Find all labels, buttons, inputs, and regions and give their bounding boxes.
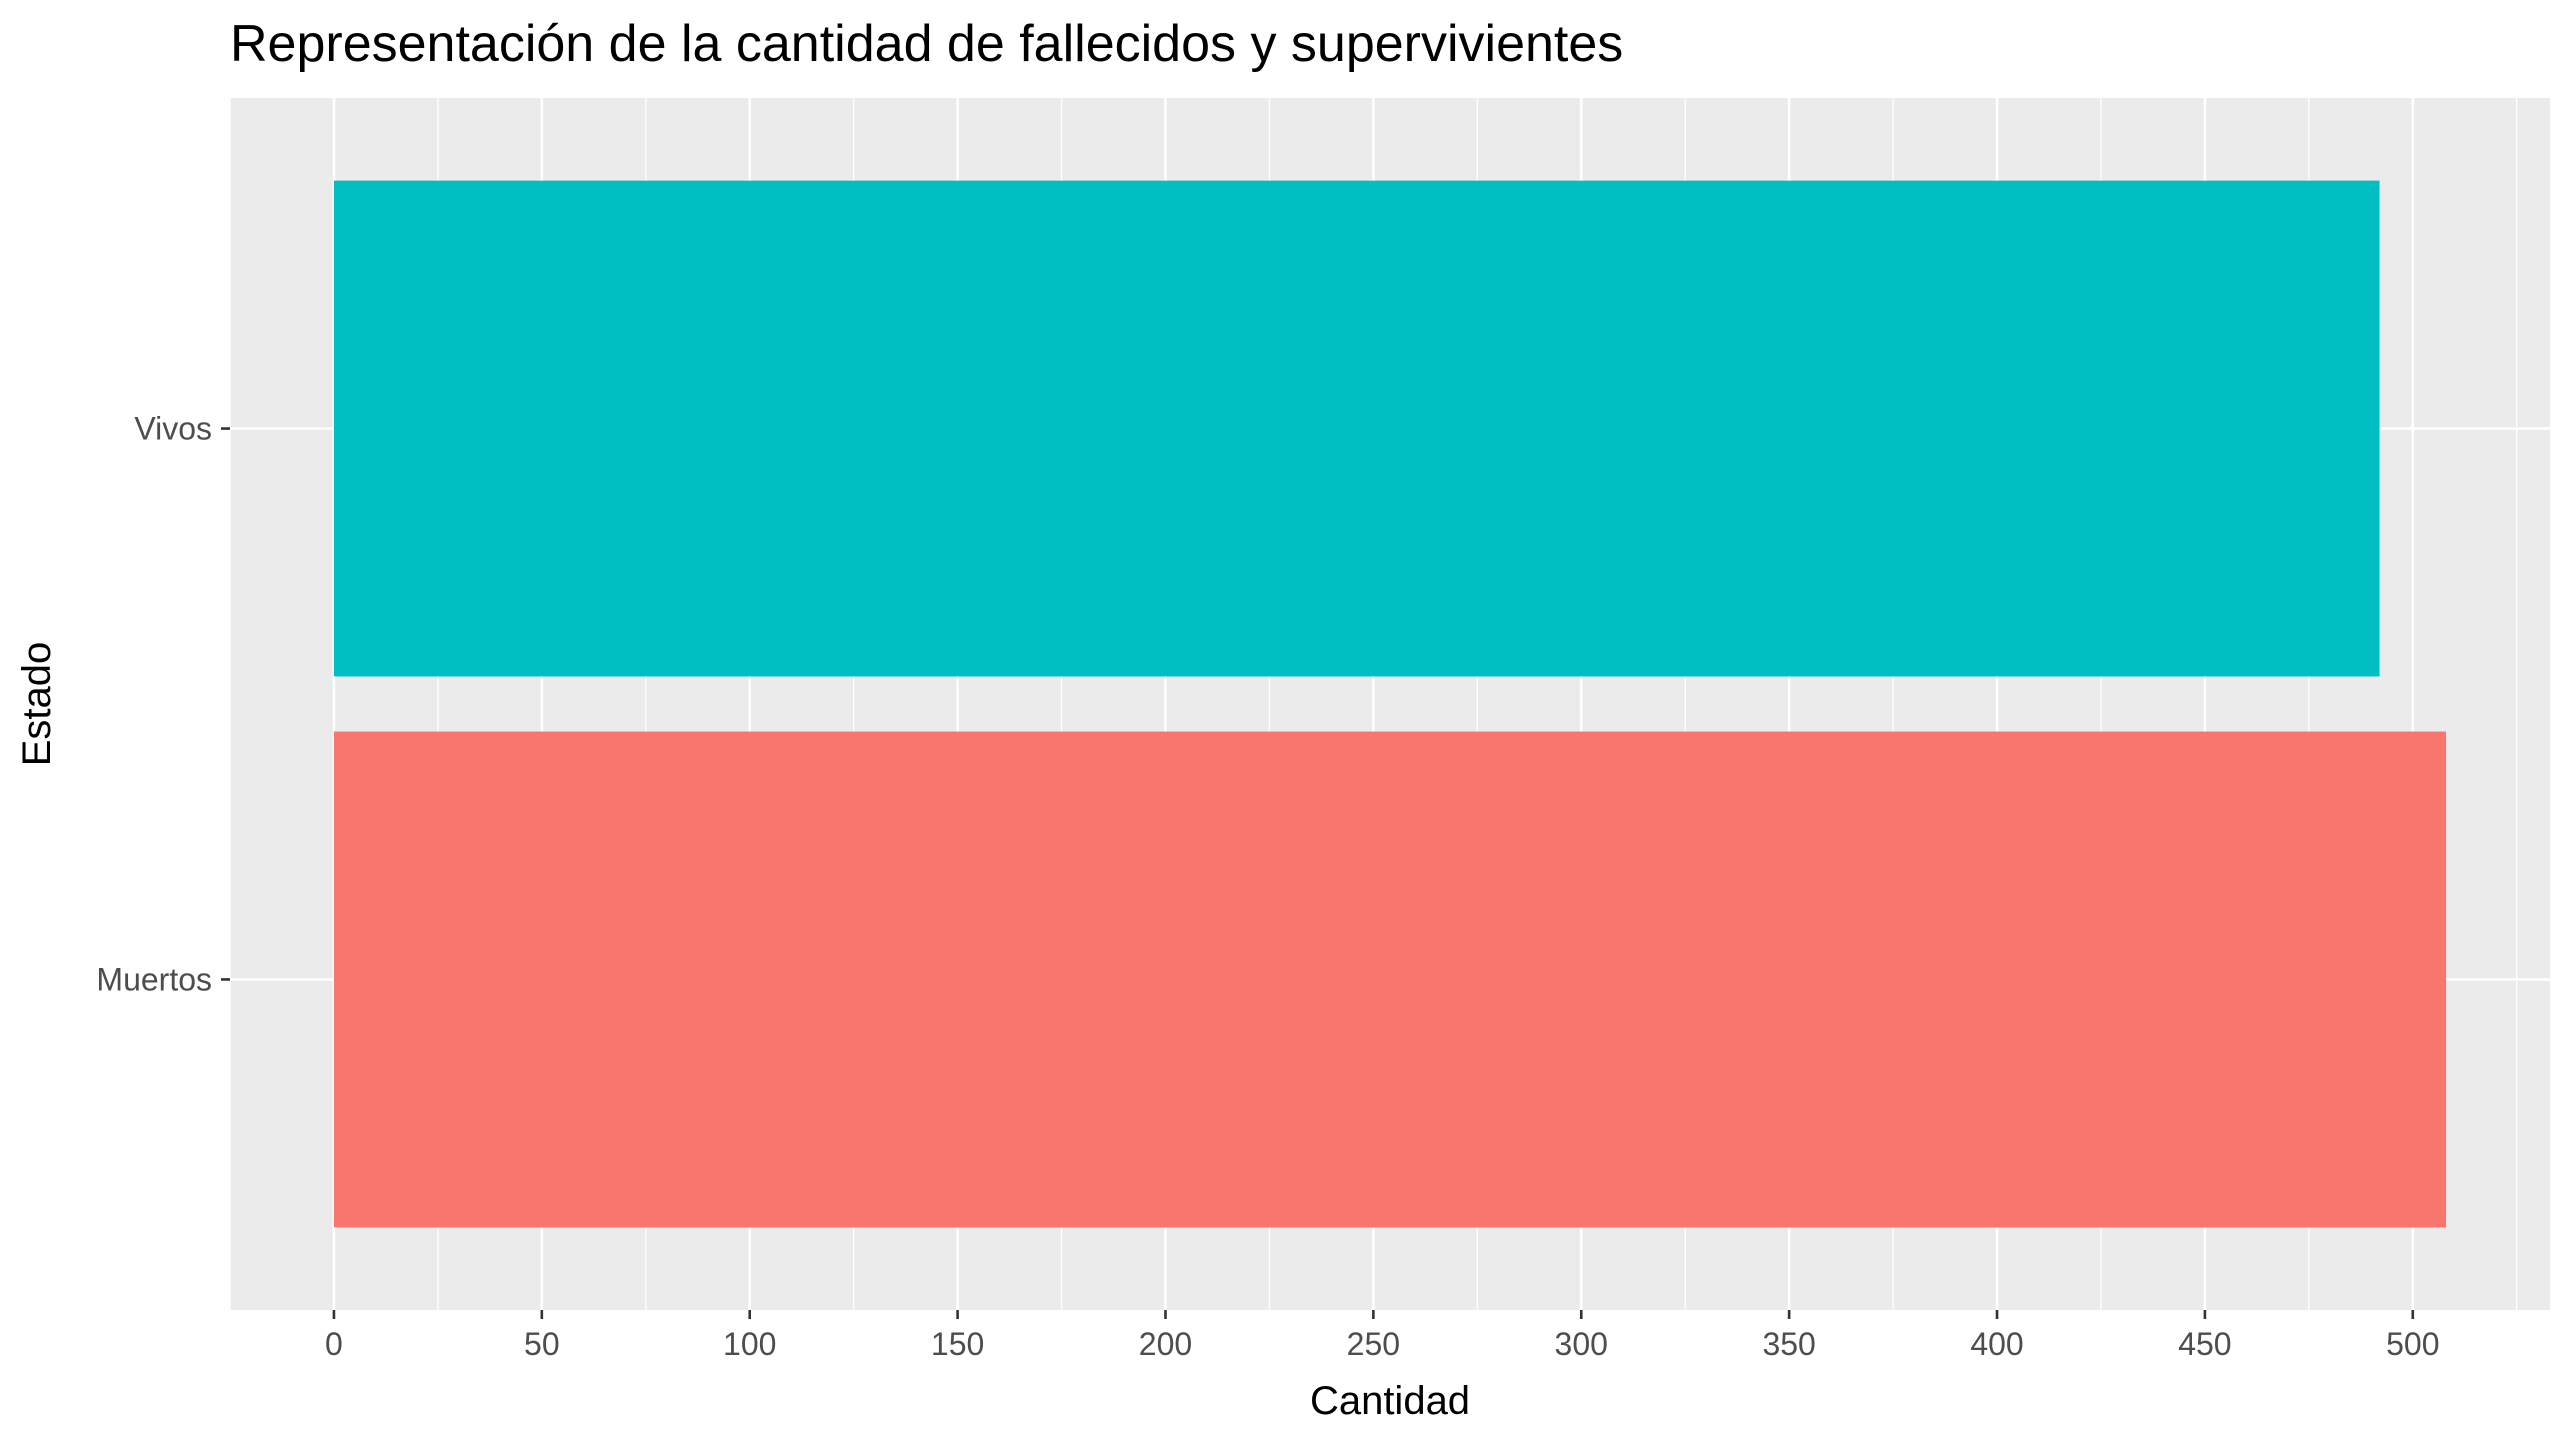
y-axis-title: Estado bbox=[15, 642, 59, 767]
chart-title: Representación de la cantidad de falleci… bbox=[230, 15, 1623, 73]
x-tick-label: 500 bbox=[2386, 1326, 2439, 1362]
x-tick-label: 150 bbox=[931, 1326, 984, 1362]
x-tick-label: 50 bbox=[524, 1326, 560, 1362]
x-tick-label: 450 bbox=[2178, 1326, 2231, 1362]
x-axis-title: Cantidad bbox=[1310, 1379, 1470, 1423]
x-tick-label: 0 bbox=[325, 1326, 343, 1362]
y-axis: Muertos Vivos bbox=[96, 411, 230, 997]
x-axis: 0 50 100 150 200 250 300 350 400 450 500 bbox=[325, 1310, 2439, 1362]
bar-vivos bbox=[333, 180, 2380, 677]
x-tick-label: 300 bbox=[1555, 1326, 1608, 1362]
bar-muertos bbox=[333, 731, 2447, 1228]
x-tick-label: 250 bbox=[1347, 1326, 1400, 1362]
y-tick-label-muertos: Muertos bbox=[96, 961, 212, 997]
x-tick-label: 200 bbox=[1139, 1326, 1192, 1362]
bars bbox=[333, 180, 2447, 1228]
y-tick-label-vivos: Vivos bbox=[134, 411, 212, 447]
x-tick-label: 400 bbox=[1970, 1326, 2023, 1362]
x-tick-label: 350 bbox=[1762, 1326, 1815, 1362]
x-tick-label: 100 bbox=[723, 1326, 776, 1362]
